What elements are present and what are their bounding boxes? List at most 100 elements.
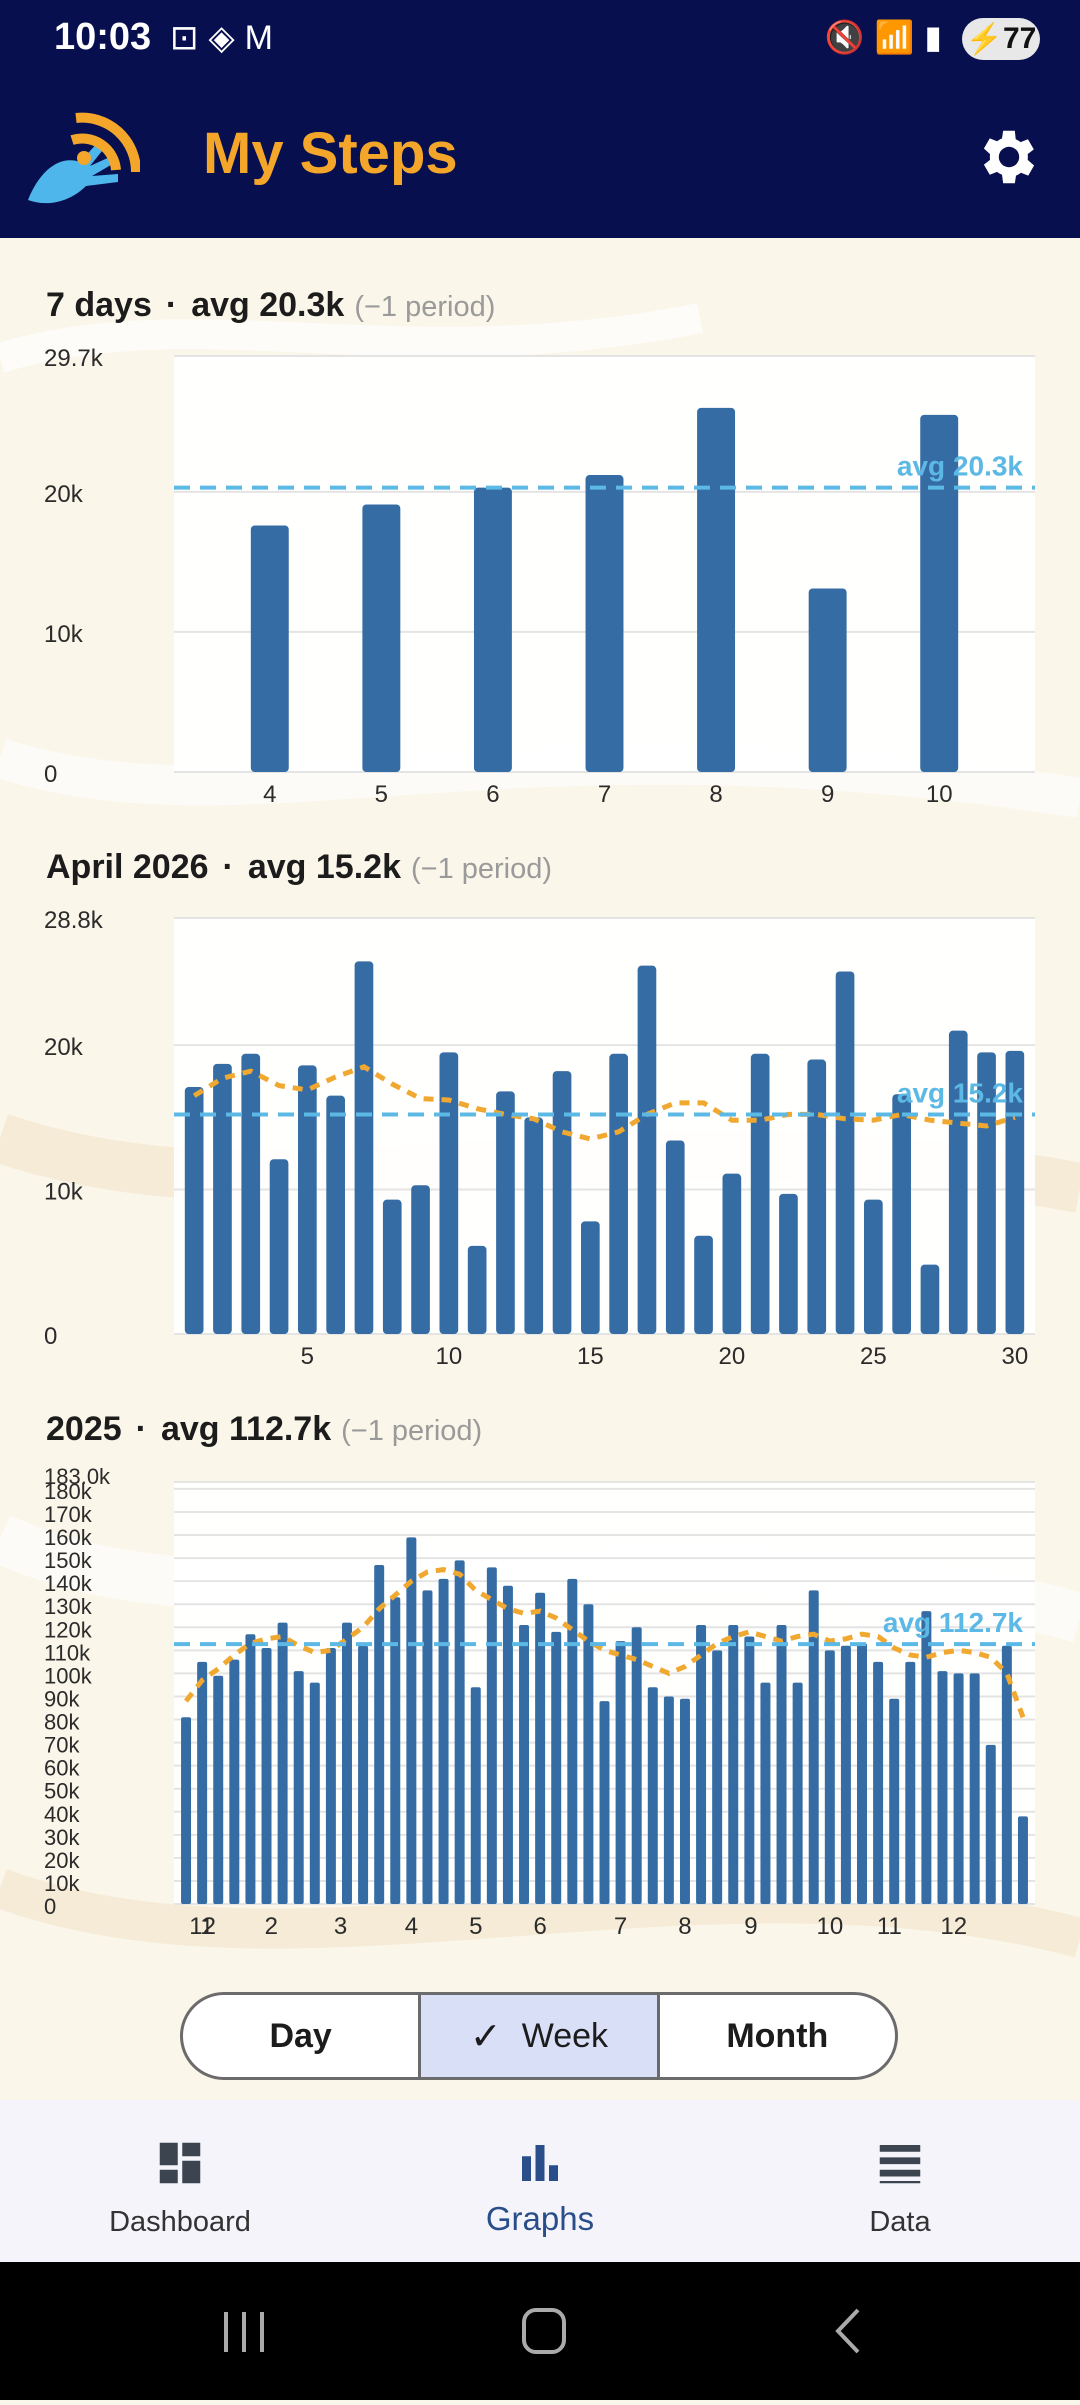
bar [779, 1193, 798, 1334]
bar [808, 1590, 819, 1904]
y-tick-label: 150k [44, 1548, 93, 1573]
y-tick-label: 20k [44, 1034, 84, 1061]
bar [551, 1631, 562, 1904]
bar [663, 1696, 674, 1904]
settings-gear-icon[interactable] [974, 122, 1044, 192]
bar [744, 1636, 755, 1904]
bar [808, 588, 847, 772]
nav-graphs[interactable]: Graphs [360, 2100, 720, 2262]
home-icon[interactable] [522, 2308, 566, 2354]
chart-average: avg 112.7k [160, 1410, 332, 1448]
nav-dashboard[interactable]: Dashboard [0, 2100, 360, 2262]
bar [609, 1053, 628, 1334]
bar [524, 1117, 544, 1334]
chart-header-week: 7 days · avg 20.3k (−1 period) [46, 286, 496, 324]
chart-period-change: (−1 period) [410, 853, 553, 885]
bar [406, 1537, 417, 1904]
bar [722, 1173, 742, 1334]
bar [358, 1645, 369, 1904]
segment-week[interactable]: ✓ Week [418, 1995, 657, 2077]
chart-average: avg 20.3k [191, 286, 345, 324]
bar [293, 1671, 304, 1904]
x-tick-label: 4 [263, 781, 276, 808]
bar [250, 525, 289, 772]
app-bar: My Steps [0, 78, 1080, 238]
status-bar: 10:03 ⊡◈M 🔇📶▮ ⚡ 77 [0, 0, 1080, 78]
x-tick-label: 8 [709, 781, 722, 808]
segment-day[interactable]: Day [269, 2016, 332, 2055]
x-tick-label: 6 [486, 781, 499, 808]
bar [269, 1159, 289, 1334]
x-tick-label: 10 [926, 781, 953, 808]
system-icons: 🔇📶▮ [825, 18, 952, 56]
nav-data[interactable]: Data [720, 2100, 1080, 2262]
bar [382, 1199, 402, 1334]
bar [921, 1611, 932, 1904]
bar [920, 414, 959, 772]
bar [422, 1590, 433, 1904]
bar [439, 1052, 459, 1334]
x-tick-label: 10 [816, 1913, 843, 1940]
app-title: My Steps [203, 121, 458, 186]
chart-period: 2025 [46, 1410, 122, 1448]
y-tick-label: 10k [44, 1179, 84, 1206]
y-tick-label: 90k [44, 1686, 80, 1711]
bar [552, 1071, 572, 1334]
gmail-icon: M [244, 19, 283, 57]
average-label: avg 112.7k [883, 1607, 1024, 1638]
screenshot-icon: ⊡ [170, 19, 209, 57]
bar [585, 475, 624, 772]
bar [535, 1592, 546, 1904]
bar [712, 1650, 723, 1904]
bar [977, 1052, 996, 1334]
wifi-icon: 📶 [874, 19, 925, 55]
back-icon[interactable] [835, 2308, 860, 2354]
bar [309, 1682, 320, 1904]
bar [473, 487, 512, 772]
graphs-content[interactable]: 7 days · avg 20.3k (−1 period) 0 10k 20k 29.7k… [0, 238, 1080, 2098]
chart-period-change: (−1 period) [341, 1415, 483, 1447]
recent-apps-icon[interactable] [224, 2312, 264, 2352]
bar [411, 1185, 430, 1334]
x-tick-label: 4 [405, 1913, 418, 1940]
charging-icon: ⚡ [965, 22, 1003, 56]
nav-label: Graphs [485, 2200, 595, 2237]
x-tick-label: 5 [301, 1343, 314, 1370]
y-tick-label: 10k [44, 621, 84, 648]
average-label: avg 20.3k [897, 451, 1024, 482]
signal-icon: ▮ [924, 19, 952, 55]
y-tick-label: 130k [44, 1594, 93, 1619]
chart-average: avg 15.2k [247, 848, 401, 886]
x-tick-label: 11 [877, 1913, 902, 1940]
y-tick-label: 10k [44, 1871, 80, 1896]
y-tick-label: 50k [44, 1779, 80, 1804]
bar [502, 1585, 513, 1904]
bar [807, 1059, 827, 1334]
y-tick-label: 28.8k [44, 907, 104, 934]
y-tick-label: 183.0k [44, 1464, 111, 1489]
y-tick-label: 100k [44, 1663, 93, 1688]
y-tick-label: 110k [44, 1640, 91, 1665]
range-segmented-control[interactable]: Day ✓ Week Month [180, 1992, 898, 2080]
bar [776, 1624, 787, 1904]
bar [467, 1245, 487, 1334]
trend-line [184, 1567, 1026, 1719]
x-tick-label: 10 [435, 1343, 462, 1370]
y-tick-label: 140k [44, 1571, 93, 1596]
bar [519, 1624, 530, 1904]
y-tick-label: 170k [44, 1502, 93, 1527]
y-tick-label: 20k [44, 481, 84, 508]
x-tick-label: 9 [821, 781, 834, 808]
trend-line [192, 1064, 1016, 1142]
nav-label: Dashboard [109, 2206, 251, 2238]
chart-2025[interactable]: 010k20k30k40k50k60k70k80k90k100k110k120k… [0, 1460, 1080, 1960]
bar [325, 1648, 336, 1904]
y-tick-label: 160k [44, 1525, 93, 1550]
segment-month[interactable]: Month [656, 1995, 895, 2077]
bar [229, 1659, 240, 1904]
bar [857, 1643, 867, 1904]
chart-7-days[interactable]: 0 10k 20k 29.7k avg 20.3k 4 5 6 7 8 9 10 [0, 338, 1080, 808]
x-tick-label: 2 [265, 1913, 278, 1940]
chart-header-year: 2025 · avg 112.7k (−1 period) [46, 1410, 483, 1448]
chart-april-2026[interactable]: 0 10k 20k 28.8k avg 15.2k 5 10 15 20 25 30 [0, 900, 1080, 1370]
